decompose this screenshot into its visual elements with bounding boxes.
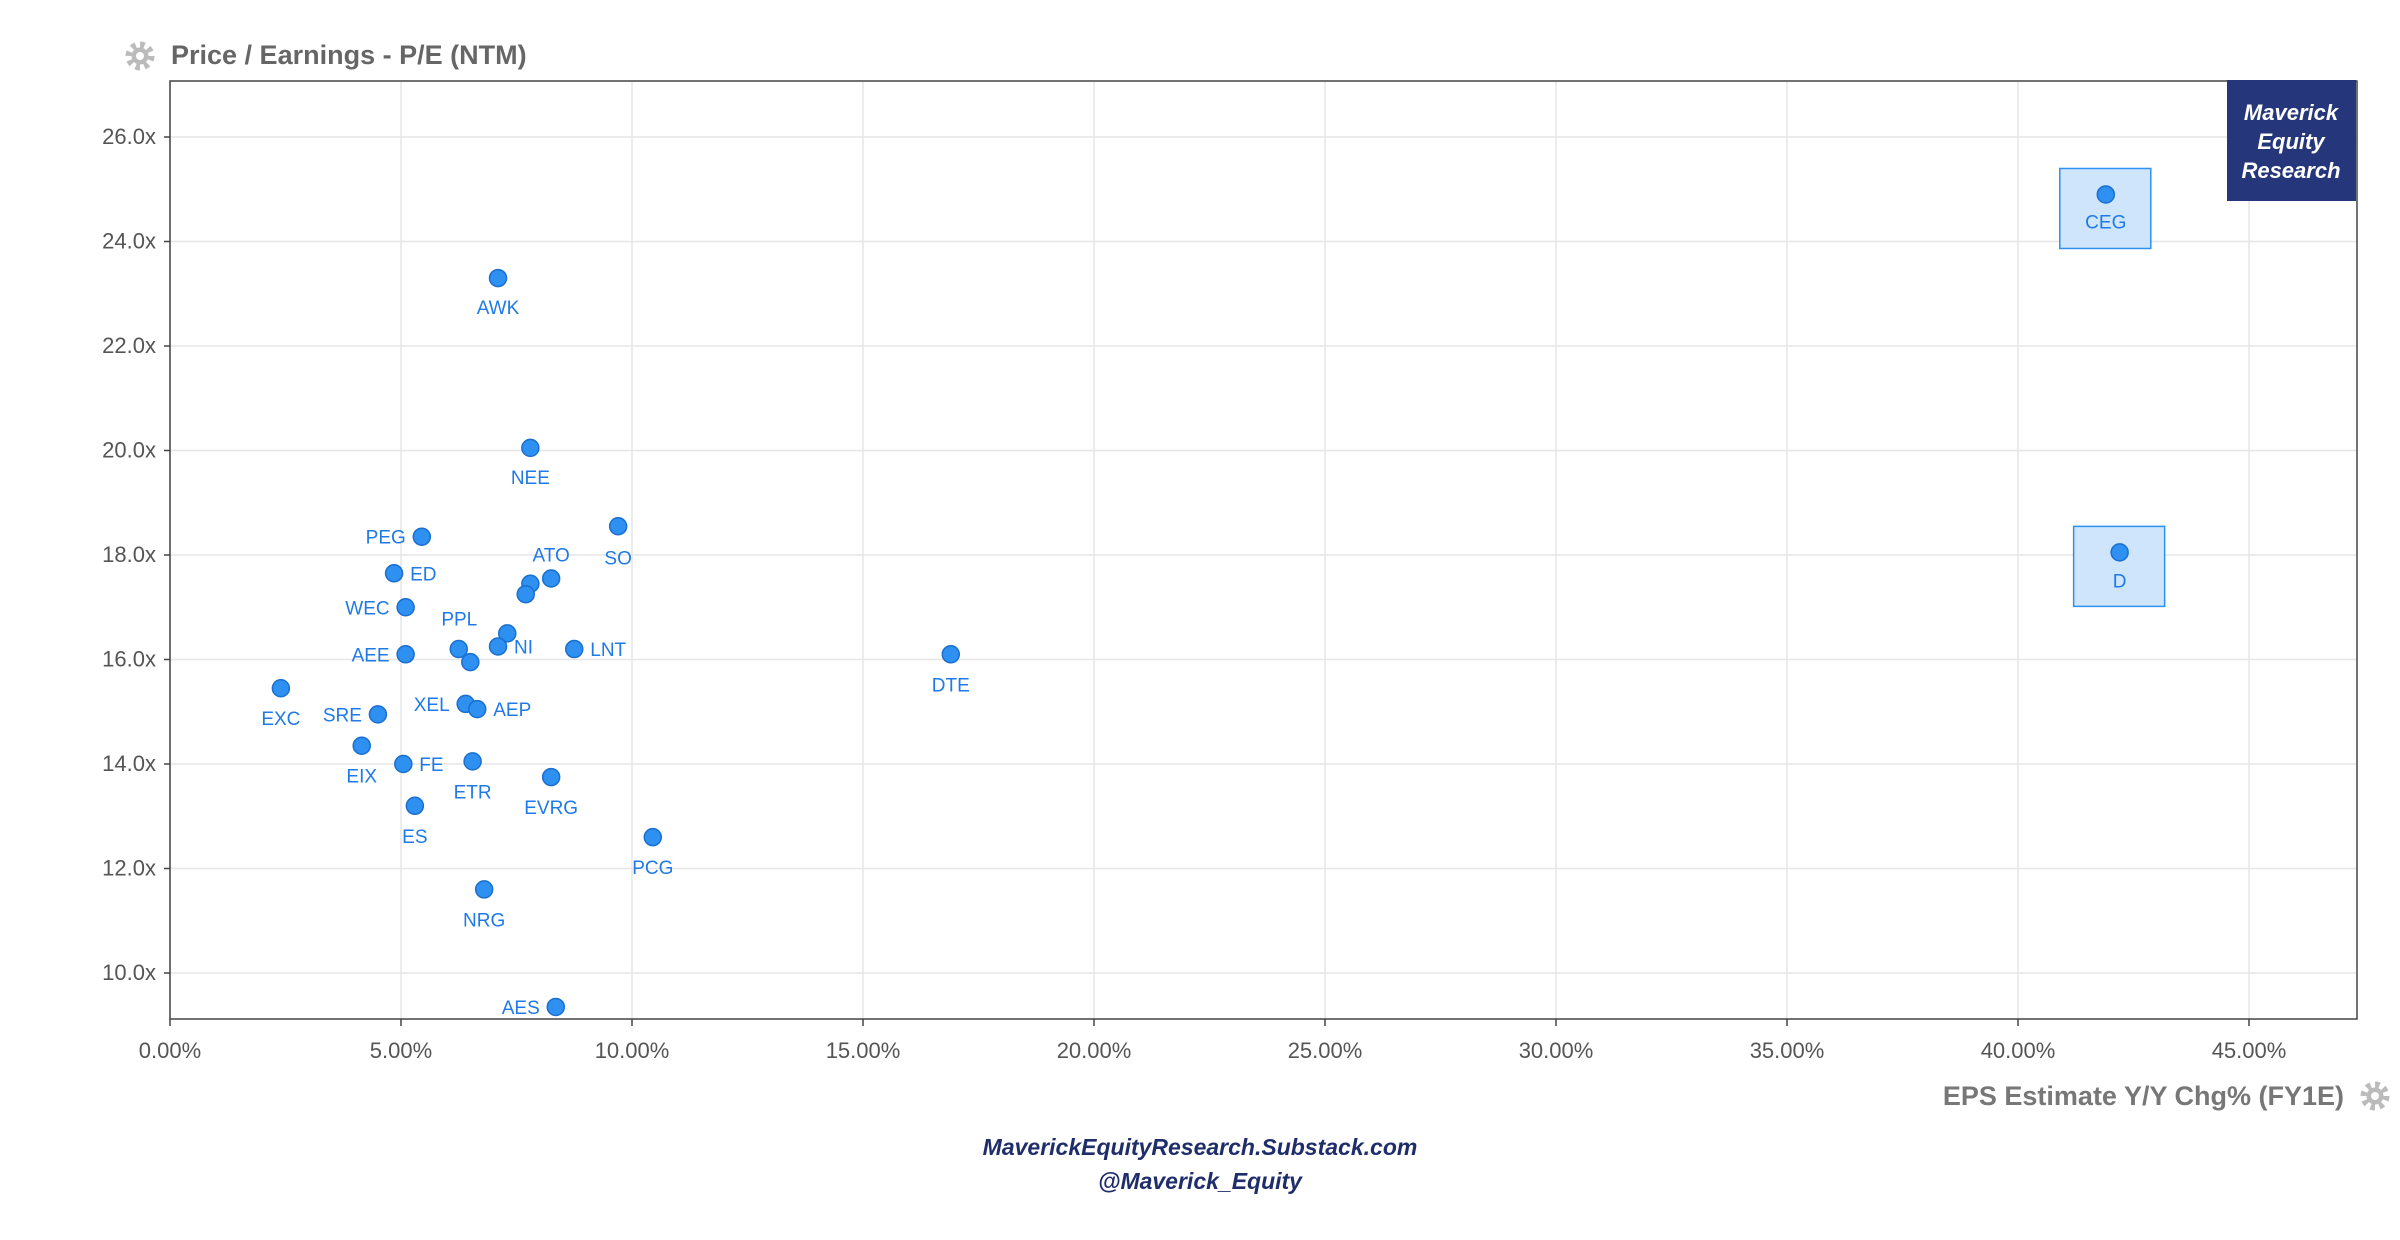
x-tick-label: 5.00% — [370, 1038, 432, 1063]
x-tick-label: 10.00% — [595, 1038, 670, 1063]
data-point-aes[interactable] — [546, 997, 566, 1017]
data-point-es[interactable] — [405, 796, 425, 816]
x-axis-title: EPS Estimate Y/Y Chg% (FY1E) — [1943, 1081, 2344, 1111]
data-point-aee[interactable] — [396, 645, 415, 664]
point-label-aee: AEE — [352, 645, 390, 666]
data-point-ed[interactable] — [384, 564, 404, 583]
y-tick-label: 10.0x — [102, 960, 156, 985]
point-label-dte: DTE — [932, 675, 970, 696]
brand-badge: Maverick Equity Research — [2227, 80, 2356, 201]
data-point-peg[interactable] — [412, 527, 432, 546]
data-point-evrg[interactable] — [541, 767, 561, 787]
data-point-ato[interactable] — [541, 569, 561, 588]
point-label-d: D — [2113, 571, 2127, 592]
highlight-box-ceg — [2059, 167, 2152, 250]
x-tick-label: 0.00% — [139, 1038, 201, 1063]
data-point-etr[interactable] — [463, 752, 482, 771]
point-label-peg: PEG — [366, 528, 406, 549]
y-tick-label: 16.0x — [102, 647, 156, 672]
point-label-aes: AES — [502, 998, 540, 1019]
highlight-box-d — [2072, 525, 2166, 608]
point-labels: CEG D AWK NEE SO PEG ATO ED WEC PPL NI LNT AEE DTE EXC… — [261, 212, 2126, 1018]
grid-lines — [169, 81, 2357, 1019]
data-point[interactable] — [461, 652, 480, 672]
point-label-ni: NI — [514, 637, 533, 658]
point-label-wec: WEC — [345, 598, 389, 619]
x-tick-label: 20.00% — [1057, 1038, 1132, 1063]
data-point-sre[interactable] — [368, 705, 388, 724]
data-point-eix[interactable] — [352, 736, 371, 755]
data-point-so[interactable] — [608, 517, 628, 536]
x-tick-label: 40.00% — [1981, 1038, 2056, 1063]
point-label-xel: XEL — [414, 695, 450, 716]
point-label-pcg: PCG — [632, 858, 673, 879]
highlight-boxes — [2059, 167, 2166, 608]
point-label-ppl: PPL — [441, 609, 477, 630]
point-label-ato: ATO — [532, 546, 569, 567]
point-label-aep: AEP — [493, 700, 531, 721]
point-label-fe: FE — [419, 755, 443, 776]
data-point-ppl[interactable] — [498, 624, 517, 643]
y-tick-label: 26.0x — [102, 124, 156, 149]
x-tick-label: 30.00% — [1519, 1038, 1594, 1063]
gear-icon[interactable] — [2360, 1081, 2390, 1111]
point-label-awk: AWK — [477, 298, 520, 319]
point-label-nrg: NRG — [463, 910, 505, 931]
y-tick-label: 20.0x — [102, 438, 156, 463]
data-point-nrg[interactable] — [474, 880, 494, 899]
x-tick-label: 35.00% — [1750, 1038, 1825, 1063]
y-axis: 10.0x 12.0x 14.0x 16.0x 18.0x 20.0x 22.0x 24.0x… — [102, 124, 170, 985]
plot-area — [169, 80, 2358, 1020]
data-point-nee[interactable] — [521, 438, 540, 458]
data-point[interactable] — [449, 639, 468, 659]
x-tick-label: 45.00% — [2212, 1038, 2287, 1063]
badge-line2: Equity — [2257, 129, 2326, 154]
data-point-wec[interactable] — [396, 598, 415, 617]
y-tick-label: 24.0x — [102, 229, 156, 254]
point-label-nee: NEE — [511, 468, 550, 489]
point-label-sre: SRE — [323, 705, 362, 726]
data-point-ceg[interactable] — [2096, 185, 2116, 204]
point-label-es: ES — [402, 827, 427, 848]
footer-website[interactable]: MaverickEquityResearch.Substack.com — [982, 1134, 1418, 1160]
y-tick-label: 22.0x — [102, 333, 156, 358]
badge-line3: Research — [2241, 158, 2340, 183]
data-point-awk[interactable] — [488, 268, 508, 288]
point-label-evrg: EVRG — [524, 798, 578, 819]
data-point[interactable] — [516, 584, 535, 604]
point-label-exc: EXC — [261, 709, 300, 730]
point-label-eix: EIX — [346, 767, 377, 788]
data-point-pcg[interactable] — [643, 827, 663, 847]
data-point-dte[interactable] — [941, 645, 961, 664]
data-points — [271, 185, 2129, 1017]
x-axis: 0.00% 5.00% 10.00% 15.00% 20.00% 25.00% 30.00%… — [139, 1019, 2287, 1063]
y-tick-label: 12.0x — [102, 856, 156, 881]
point-label-etr: ETR — [454, 782, 492, 803]
data-point-ni[interactable] — [488, 637, 508, 656]
data-point-aep[interactable] — [467, 699, 487, 719]
x-tick-label: 15.00% — [826, 1038, 901, 1063]
point-label-ed: ED — [410, 564, 436, 585]
data-point-lnt[interactable] — [565, 639, 584, 659]
data-point-exc[interactable] — [271, 678, 291, 698]
chart-title: Price / Earnings - P/E (NTM) — [171, 40, 527, 70]
footer-handle[interactable]: @Maverick_Equity — [1098, 1168, 1302, 1194]
point-label-ceg: CEG — [2085, 212, 2126, 233]
data-point-fe[interactable] — [394, 754, 413, 774]
x-tick-label: 25.00% — [1288, 1038, 1363, 1063]
y-tick-label: 18.0x — [102, 542, 156, 567]
point-label-so: SO — [604, 548, 631, 569]
data-point-d[interactable] — [2110, 543, 2129, 562]
y-tick-label: 14.0x — [102, 751, 156, 776]
badge-line1: Maverick — [2244, 100, 2340, 125]
point-label-lnt: LNT — [590, 640, 626, 661]
gear-icon[interactable] — [125, 41, 155, 71]
